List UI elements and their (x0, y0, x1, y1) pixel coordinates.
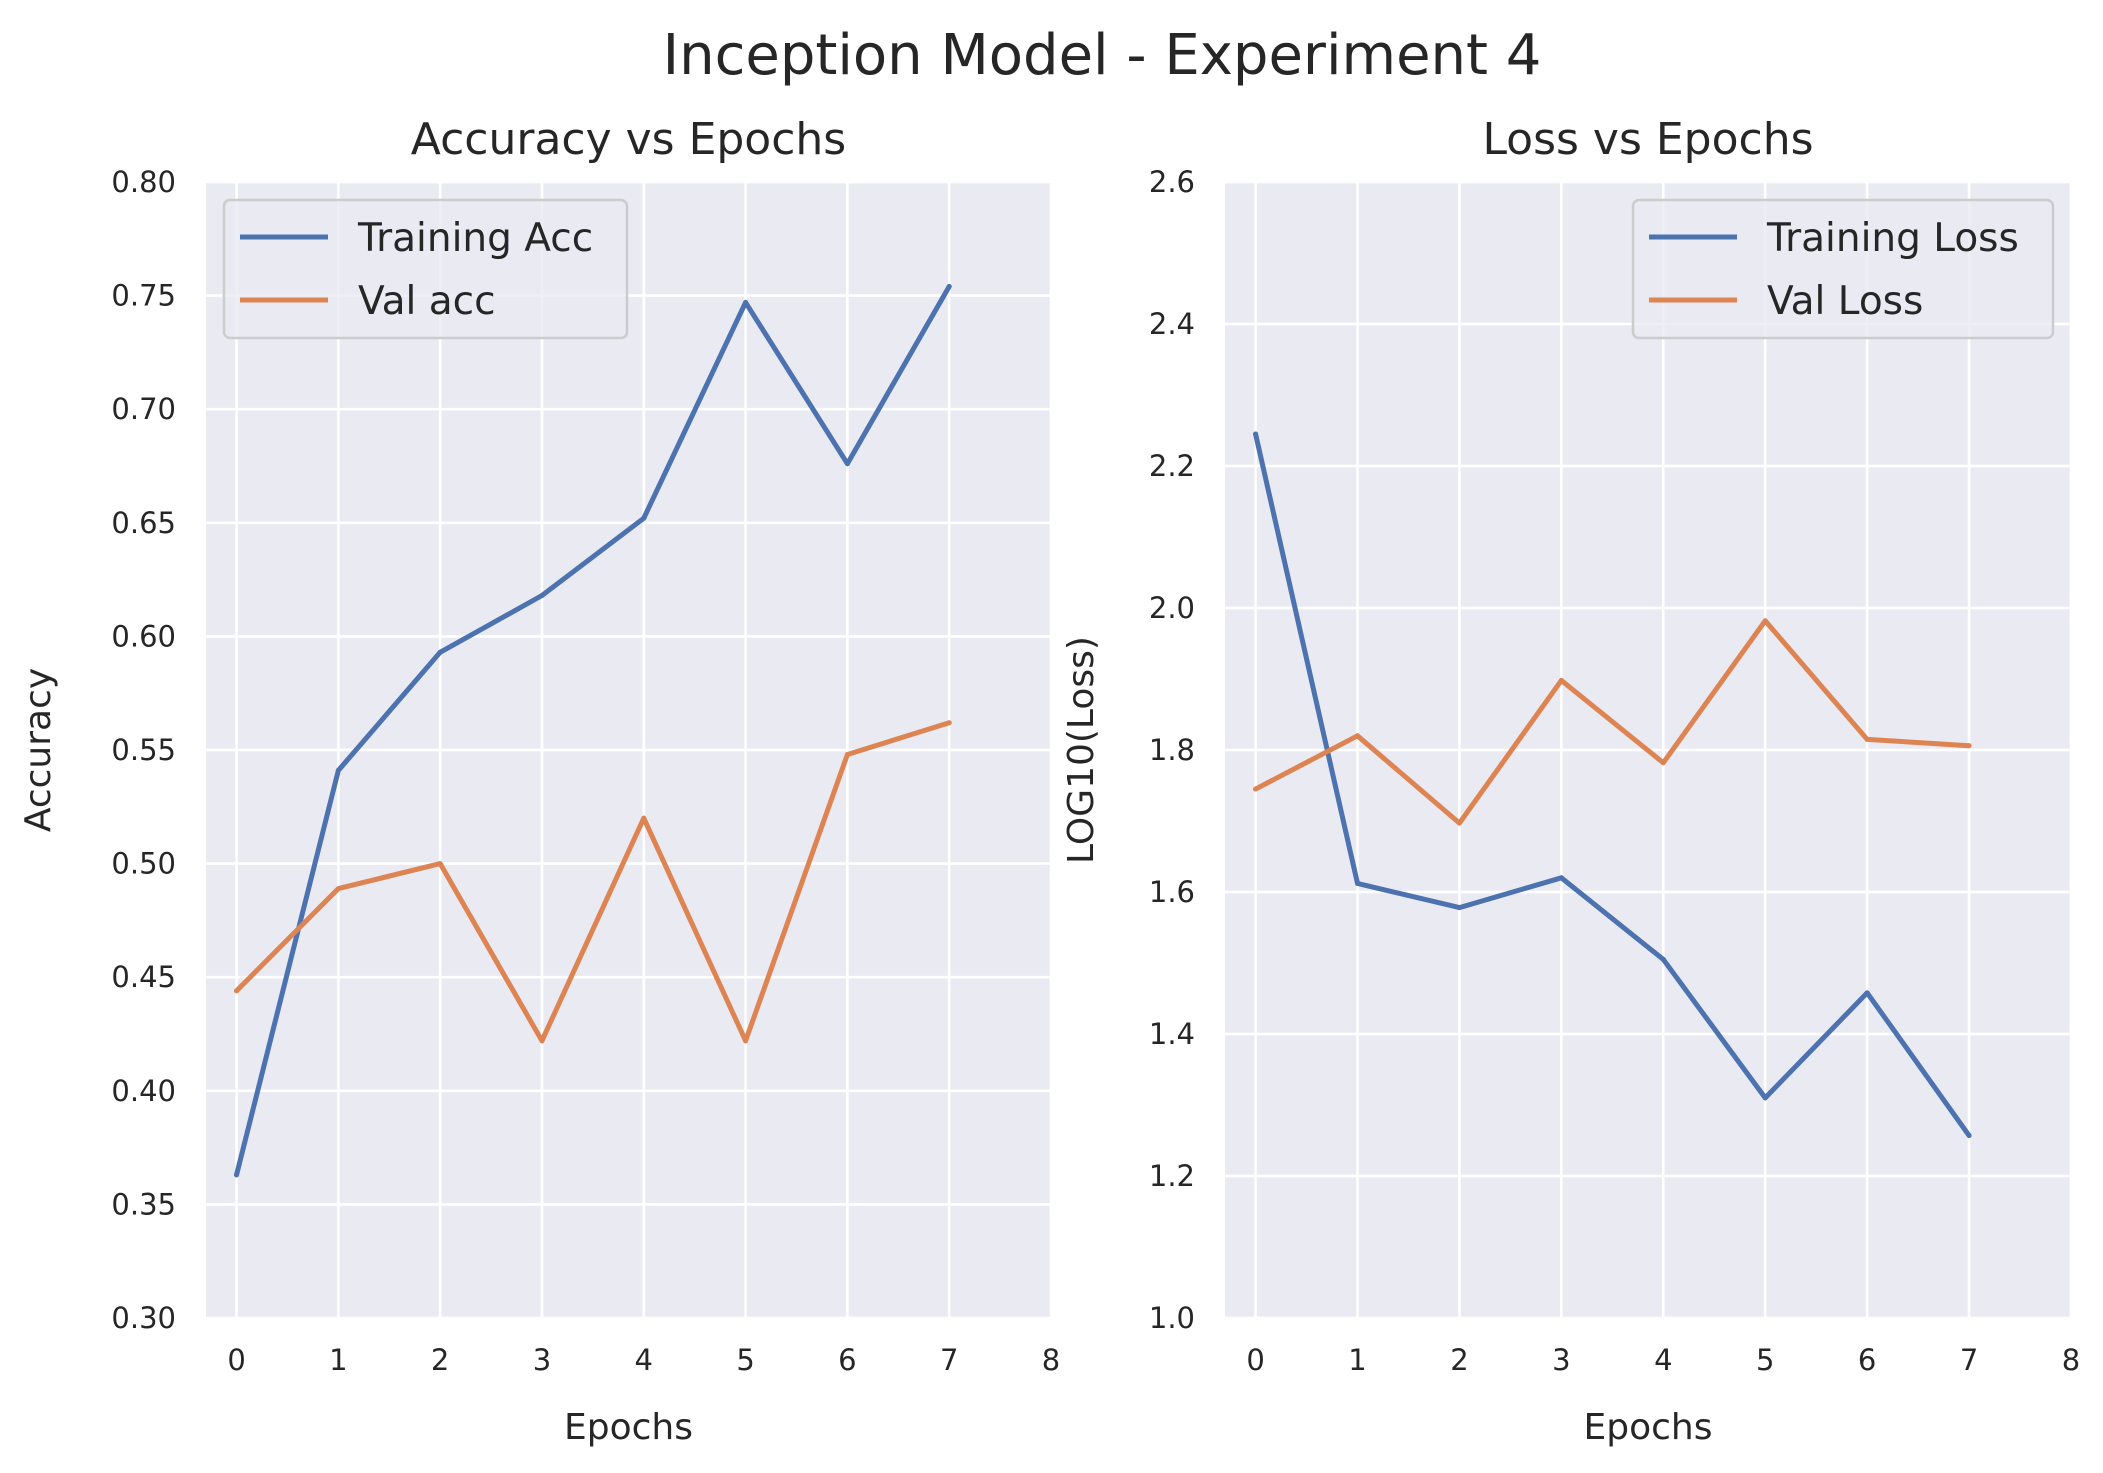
y-tick-label: 0.55 (111, 733, 176, 767)
series-line-2 (1253, 618, 1972, 826)
x-tick-label: 5 (1756, 1343, 1774, 1377)
data-point (335, 767, 341, 773)
data-point (1864, 736, 1870, 742)
x-tick-label: 6 (1858, 1343, 1876, 1377)
data-point (437, 861, 443, 867)
data-point (844, 752, 850, 758)
data-point (234, 988, 240, 994)
x-tick-label: 0 (227, 1343, 245, 1377)
data-point (1558, 677, 1564, 683)
x-axis-label: Epochs (1584, 1407, 1713, 1448)
data-point (1253, 786, 1259, 792)
data-point (1864, 990, 1870, 996)
y-tick-label: 1.6 (1149, 875, 1195, 909)
x-axis-label: Epochs (564, 1407, 693, 1448)
y-axis-label: LOG10(Loss) (1061, 636, 1102, 864)
series-line-1 (1253, 431, 1972, 1139)
legend: Training Acc Val acc (222, 198, 629, 340)
x-tick-label: 7 (1960, 1343, 1978, 1377)
data-point (1253, 431, 1259, 437)
data-point (437, 649, 443, 655)
data-point (1456, 905, 1462, 911)
data-point (1456, 820, 1462, 826)
x-tick-label: 3 (1552, 1343, 1570, 1377)
data-point (1355, 880, 1361, 886)
legend-label: Val acc (358, 279, 496, 324)
data-point (539, 593, 545, 599)
x-tick-label: 1 (1348, 1343, 1366, 1377)
y-tick-label: 0.35 (111, 1187, 176, 1221)
y-tick-label: 0.40 (111, 1074, 176, 1108)
x-tick-label: 0 (1246, 1343, 1264, 1377)
y-tick-label: 0.45 (111, 960, 176, 994)
x-tick-label: 4 (1654, 1343, 1672, 1377)
legend-label: Val Loss (1767, 279, 1923, 324)
legend: Training Loss Val Loss (1631, 198, 2055, 340)
x-tick-label: 5 (736, 1343, 754, 1377)
y-tick-label: 0.70 (111, 392, 176, 426)
y-tick-label: 1.8 (1149, 733, 1195, 767)
data-point (743, 1038, 749, 1044)
data-point (946, 720, 952, 726)
data-point (1966, 743, 1972, 749)
y-tick-label: 1.2 (1149, 1159, 1195, 1193)
x-tick-label: 8 (2062, 1343, 2080, 1377)
x-tick-label: 1 (329, 1343, 347, 1377)
y-tick-label: 0.50 (111, 847, 176, 881)
loss-chart: 0 1 2 3 4 5 6 7 8 1.0 1.2 1.4 1.6 1.8 2.0 2.2 2.4 2.6 Loss… (1061, 114, 2080, 1448)
x-tick-label: 2 (1450, 1343, 1468, 1377)
y-tick-label: 0.65 (111, 506, 176, 540)
data-point (539, 1038, 545, 1044)
data-point (641, 815, 647, 821)
y-tick-label: 2.2 (1149, 449, 1195, 483)
y-tick-label: 0.80 (111, 165, 176, 199)
x-tick-label: 7 (940, 1343, 958, 1377)
data-point (1660, 760, 1666, 766)
data-point (234, 1172, 240, 1178)
y-tick-label: 2.6 (1149, 165, 1195, 199)
legend-label: Training Acc (357, 216, 593, 261)
y-tick-label: 2.4 (1149, 307, 1195, 341)
data-point (946, 284, 952, 290)
chart-title: Loss vs Epochs (1482, 114, 1813, 165)
data-point (1966, 1133, 1972, 1139)
data-point (1558, 875, 1564, 881)
x-tick-label: 8 (1042, 1343, 1060, 1377)
series-line-2 (234, 720, 952, 1044)
y-tick-label: 1.0 (1149, 1301, 1195, 1335)
legend-label: Training Loss (1766, 216, 2019, 261)
y-tick-label: 2.0 (1149, 591, 1195, 625)
series-line-1 (234, 284, 952, 1178)
data-point (844, 461, 850, 467)
y-tick-label: 0.75 (111, 279, 176, 313)
data-point (1762, 618, 1768, 624)
x-tick-label: 4 (635, 1343, 653, 1377)
x-tick-label: 6 (838, 1343, 856, 1377)
data-point (641, 515, 647, 521)
chart-title: Accuracy vs Epochs (411, 114, 846, 165)
data-point (335, 886, 341, 892)
data-point (1660, 956, 1666, 962)
x-tick-label: 2 (431, 1343, 449, 1377)
y-tick-label: 1.4 (1149, 1017, 1195, 1051)
y-tick-label: 0.30 (111, 1301, 176, 1335)
data-point (743, 299, 749, 305)
y-tick-label: 0.60 (111, 619, 176, 653)
figure-title: Inception Model - Experiment 4 (663, 23, 1542, 88)
accuracy-chart: 0 1 2 3 4 5 6 7 8 0.30 0.35 0.40 0.45 0.50 0.55 0.60 0.6… (18, 114, 1060, 1448)
legend-box (1631, 198, 2055, 340)
x-tick-label: 3 (533, 1343, 551, 1377)
data-point (1355, 733, 1361, 739)
data-point (1762, 1095, 1768, 1101)
y-axis-label: Accuracy (18, 668, 59, 832)
